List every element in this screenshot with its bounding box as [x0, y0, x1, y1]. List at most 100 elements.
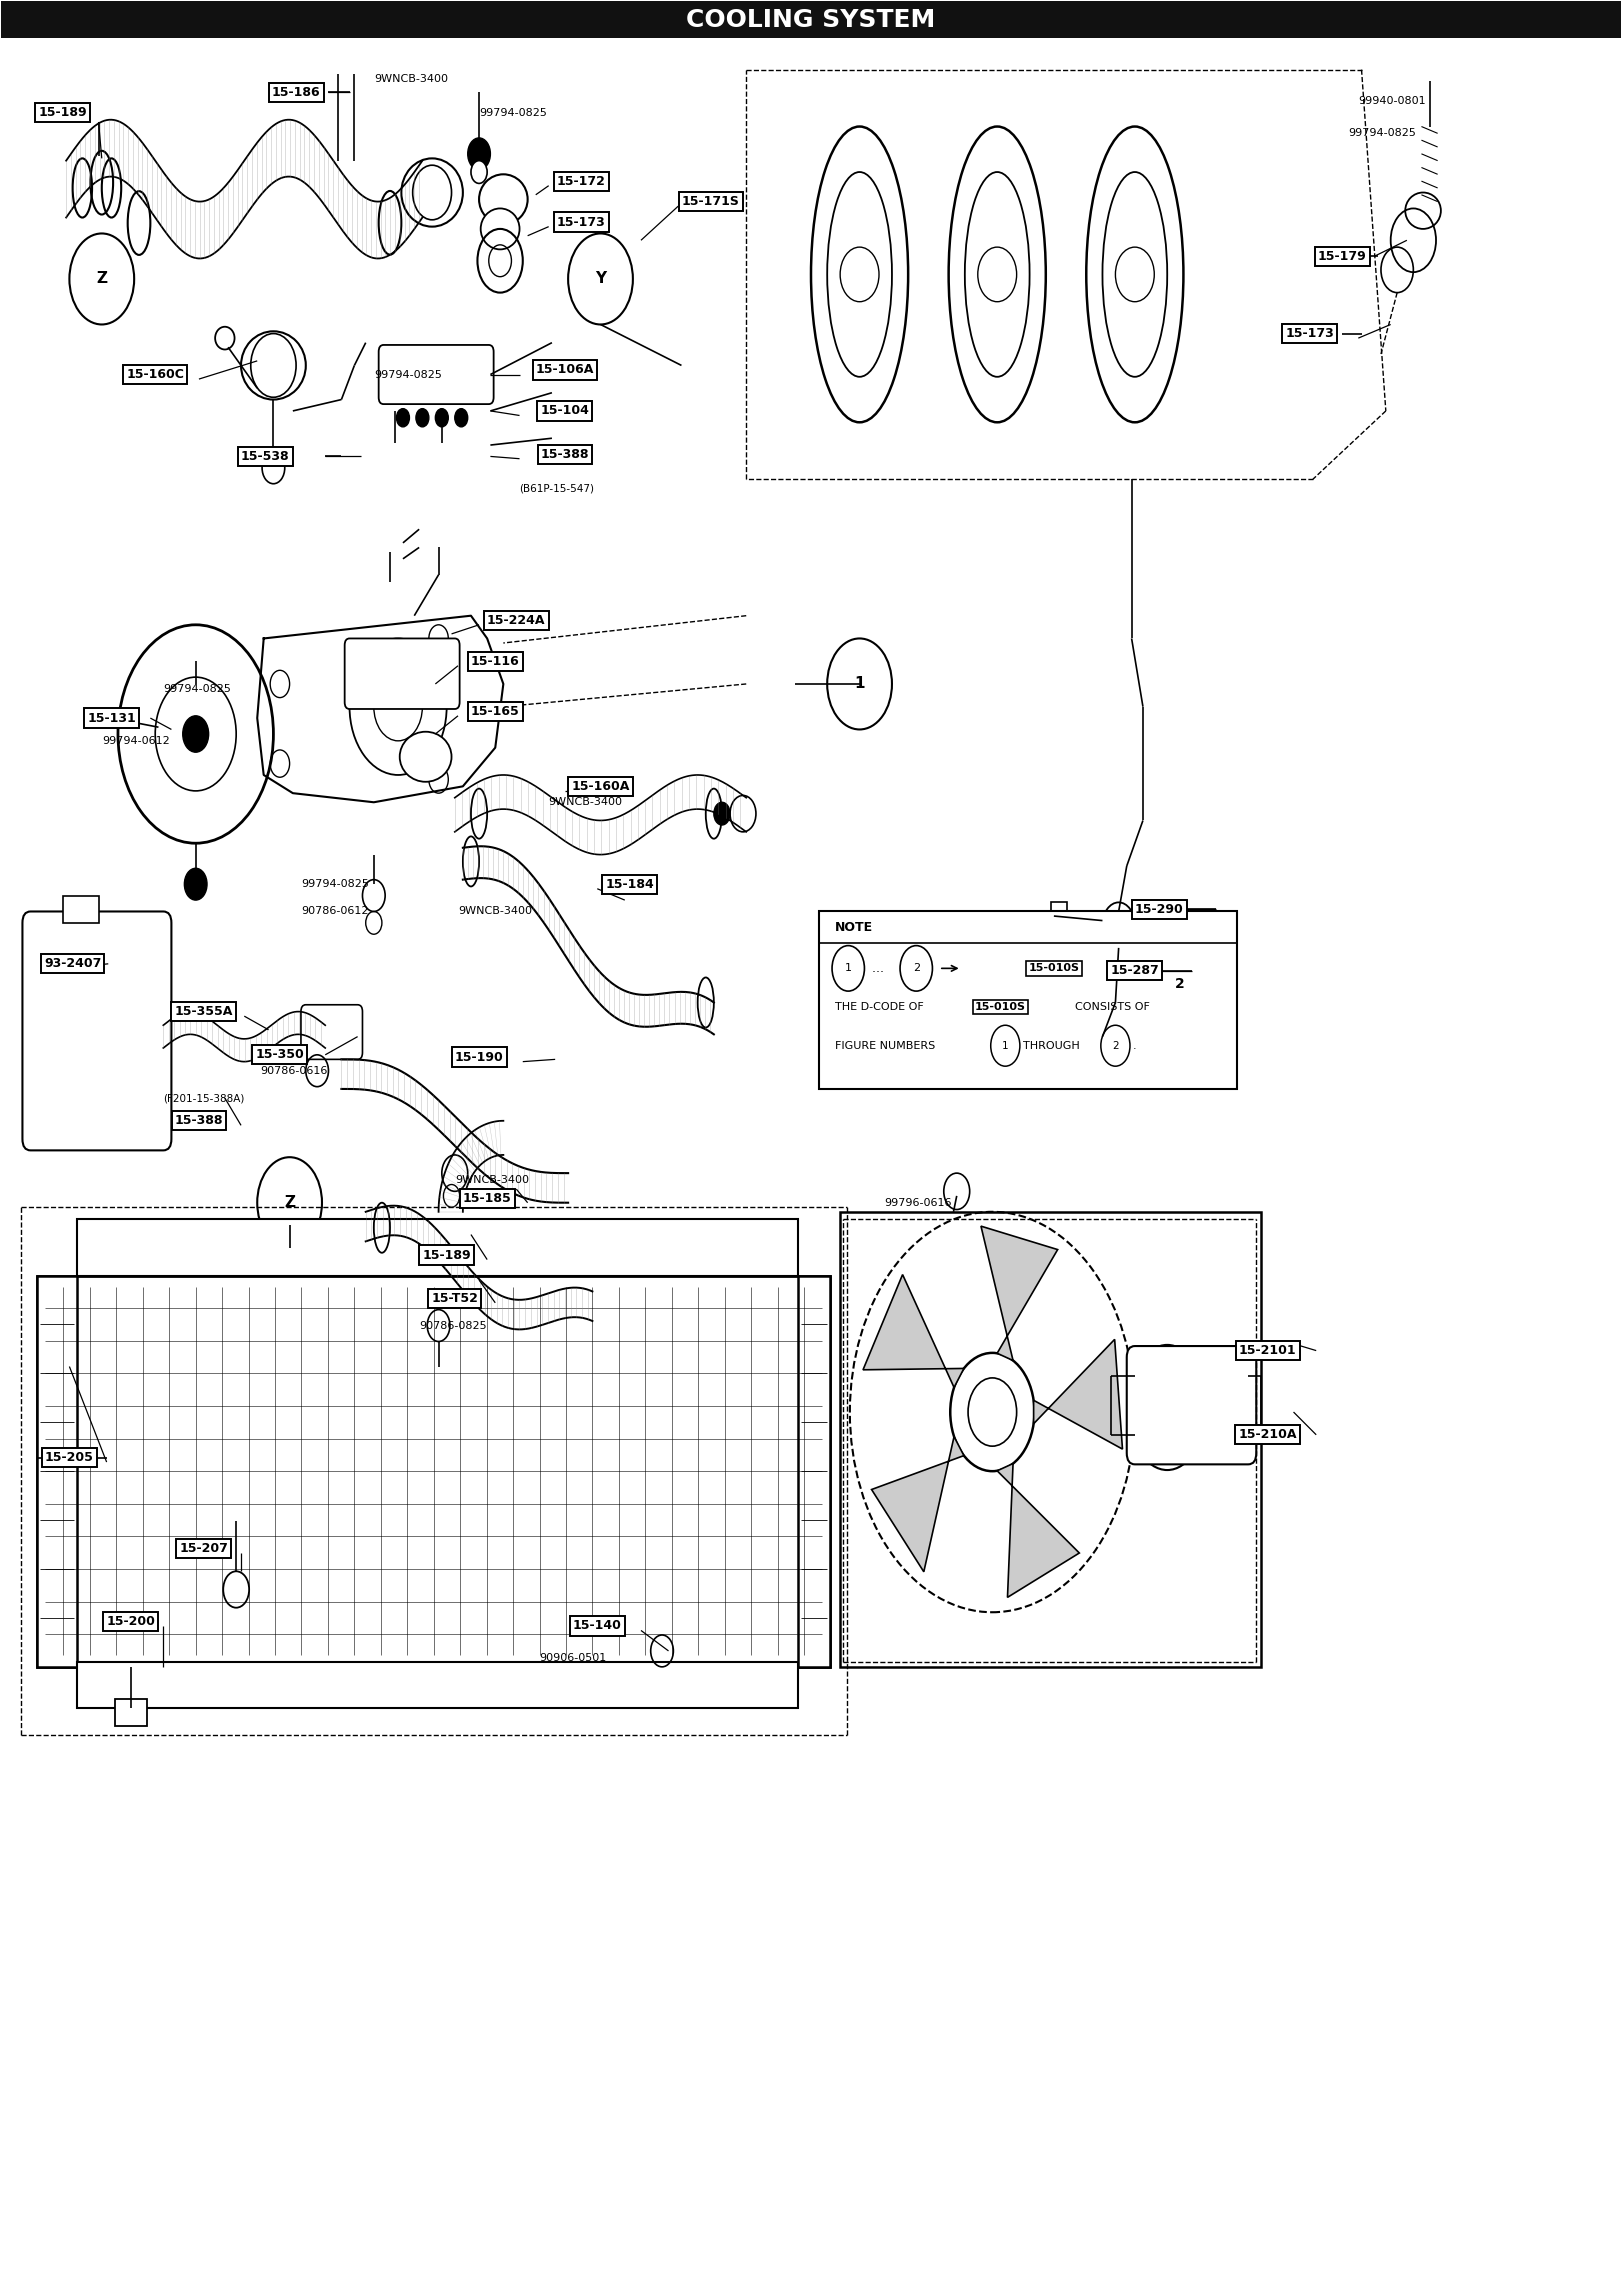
Ellipse shape: [216, 326, 235, 349]
Ellipse shape: [478, 175, 527, 223]
Text: ...: ...: [868, 961, 884, 975]
Text: 99794-0825: 99794-0825: [373, 369, 441, 380]
Text: 1: 1: [1002, 1041, 1009, 1050]
Text: 15-160C: 15-160C: [127, 369, 185, 380]
Text: 15-185: 15-185: [462, 1191, 511, 1205]
Text: THROUGH: THROUGH: [1023, 1041, 1080, 1050]
Text: 15-T52: 15-T52: [431, 1292, 478, 1305]
Text: 99794-0825: 99794-0825: [478, 107, 547, 118]
FancyBboxPatch shape: [23, 911, 172, 1150]
Text: THE D-CODE OF: THE D-CODE OF: [835, 1002, 925, 1011]
Text: 15-160A: 15-160A: [571, 779, 629, 793]
Text: 15-290: 15-290: [1135, 902, 1184, 916]
Text: 2: 2: [1113, 1041, 1119, 1050]
Text: 15-355A: 15-355A: [175, 1005, 234, 1018]
Polygon shape: [981, 1226, 1058, 1360]
Text: 15-165: 15-165: [470, 704, 519, 718]
Ellipse shape: [401, 159, 462, 226]
Text: 9WNCB-3400: 9WNCB-3400: [373, 73, 448, 84]
Ellipse shape: [1129, 1344, 1207, 1469]
Circle shape: [185, 868, 208, 900]
Bar: [798, 1276, 830, 1667]
FancyBboxPatch shape: [302, 1005, 362, 1059]
Text: 15-350: 15-350: [256, 1048, 305, 1062]
Ellipse shape: [242, 330, 307, 399]
Text: 2: 2: [1176, 977, 1186, 991]
Polygon shape: [871, 1437, 963, 1572]
Text: 99940-0801: 99940-0801: [1358, 96, 1426, 107]
Bar: [78, 1663, 798, 1708]
Text: 15-388: 15-388: [540, 449, 589, 460]
Ellipse shape: [1405, 194, 1440, 228]
Bar: [2, 2, 1620, 39]
Text: 15-189: 15-189: [422, 1248, 470, 1262]
Text: Y: Y: [595, 271, 607, 287]
Text: 15-106A: 15-106A: [535, 364, 594, 376]
Text: 15-173: 15-173: [556, 216, 605, 228]
Text: CONSISTS OF: CONSISTS OF: [1075, 1002, 1150, 1011]
Text: 15-205: 15-205: [45, 1451, 94, 1465]
Circle shape: [415, 408, 428, 426]
Bar: [1095, 1030, 1114, 1052]
Text: (B61P-15-547): (B61P-15-547): [519, 483, 595, 494]
Text: 99794-0825: 99794-0825: [164, 683, 232, 693]
Polygon shape: [998, 1462, 1079, 1597]
Text: 99796-0616: 99796-0616: [884, 1198, 952, 1207]
Ellipse shape: [480, 207, 519, 248]
Circle shape: [396, 408, 409, 426]
Text: 99794-0612: 99794-0612: [102, 736, 170, 745]
Circle shape: [714, 802, 730, 825]
Text: 15-172: 15-172: [556, 175, 605, 187]
Text: 15-186: 15-186: [272, 87, 321, 98]
Text: NOTE: NOTE: [835, 920, 873, 934]
FancyBboxPatch shape: [1127, 1346, 1257, 1465]
Text: 9WNCB-3400: 9WNCB-3400: [457, 907, 532, 916]
Bar: [78, 1219, 798, 1276]
Text: Z: Z: [284, 1196, 295, 1210]
Text: 9WNCB-3400: 9WNCB-3400: [454, 1175, 529, 1185]
Text: 2: 2: [913, 964, 920, 973]
Text: FIGURE NUMBERS: FIGURE NUMBERS: [835, 1041, 936, 1050]
Text: 90786-0612: 90786-0612: [302, 907, 368, 916]
Text: 93-2407: 93-2407: [44, 957, 101, 970]
Text: 1: 1: [855, 677, 865, 693]
Bar: [37, 1276, 830, 1667]
Circle shape: [435, 408, 448, 426]
Text: 15-179: 15-179: [1317, 251, 1366, 262]
Text: 15-287: 15-287: [1111, 964, 1160, 977]
Text: 15-140: 15-140: [573, 1620, 621, 1633]
Circle shape: [467, 139, 490, 171]
Bar: [819, 911, 1238, 1089]
Text: 99794-0825: 99794-0825: [302, 879, 368, 888]
Text: .: .: [1134, 1041, 1137, 1050]
Polygon shape: [863, 1276, 963, 1387]
Text: 15-538: 15-538: [242, 451, 290, 462]
Circle shape: [470, 162, 487, 185]
Text: 15-104: 15-104: [540, 405, 589, 417]
Bar: [37, 1276, 78, 1667]
Text: 15-171S: 15-171S: [681, 196, 740, 207]
Text: (F201-15-388A): (F201-15-388A): [164, 1093, 245, 1103]
Text: 15-010S: 15-010S: [1028, 964, 1079, 973]
Circle shape: [183, 715, 209, 752]
Text: 15-173: 15-173: [1285, 328, 1335, 339]
Text: 90786-0616: 90786-0616: [261, 1066, 328, 1075]
Polygon shape: [1033, 1339, 1122, 1449]
Ellipse shape: [399, 731, 451, 781]
Text: 15-207: 15-207: [180, 1542, 229, 1556]
Bar: [115, 1699, 148, 1727]
FancyBboxPatch shape: [344, 638, 459, 708]
Text: 90786-0825: 90786-0825: [418, 1321, 487, 1330]
FancyBboxPatch shape: [378, 344, 493, 403]
Text: 15-184: 15-184: [605, 877, 654, 891]
Text: 15-190: 15-190: [454, 1050, 503, 1064]
Text: 15-116: 15-116: [470, 654, 519, 667]
Text: COOLING SYSTEM: COOLING SYSTEM: [686, 7, 936, 32]
Text: 15-2101: 15-2101: [1239, 1344, 1296, 1358]
Text: 1: 1: [845, 964, 852, 973]
Text: 15-388: 15-388: [175, 1114, 224, 1128]
Text: 15-189: 15-189: [39, 107, 88, 118]
Text: 15-010S: 15-010S: [975, 1002, 1027, 1011]
Circle shape: [950, 1353, 1035, 1472]
Text: 9WNCB-3400: 9WNCB-3400: [548, 797, 623, 806]
